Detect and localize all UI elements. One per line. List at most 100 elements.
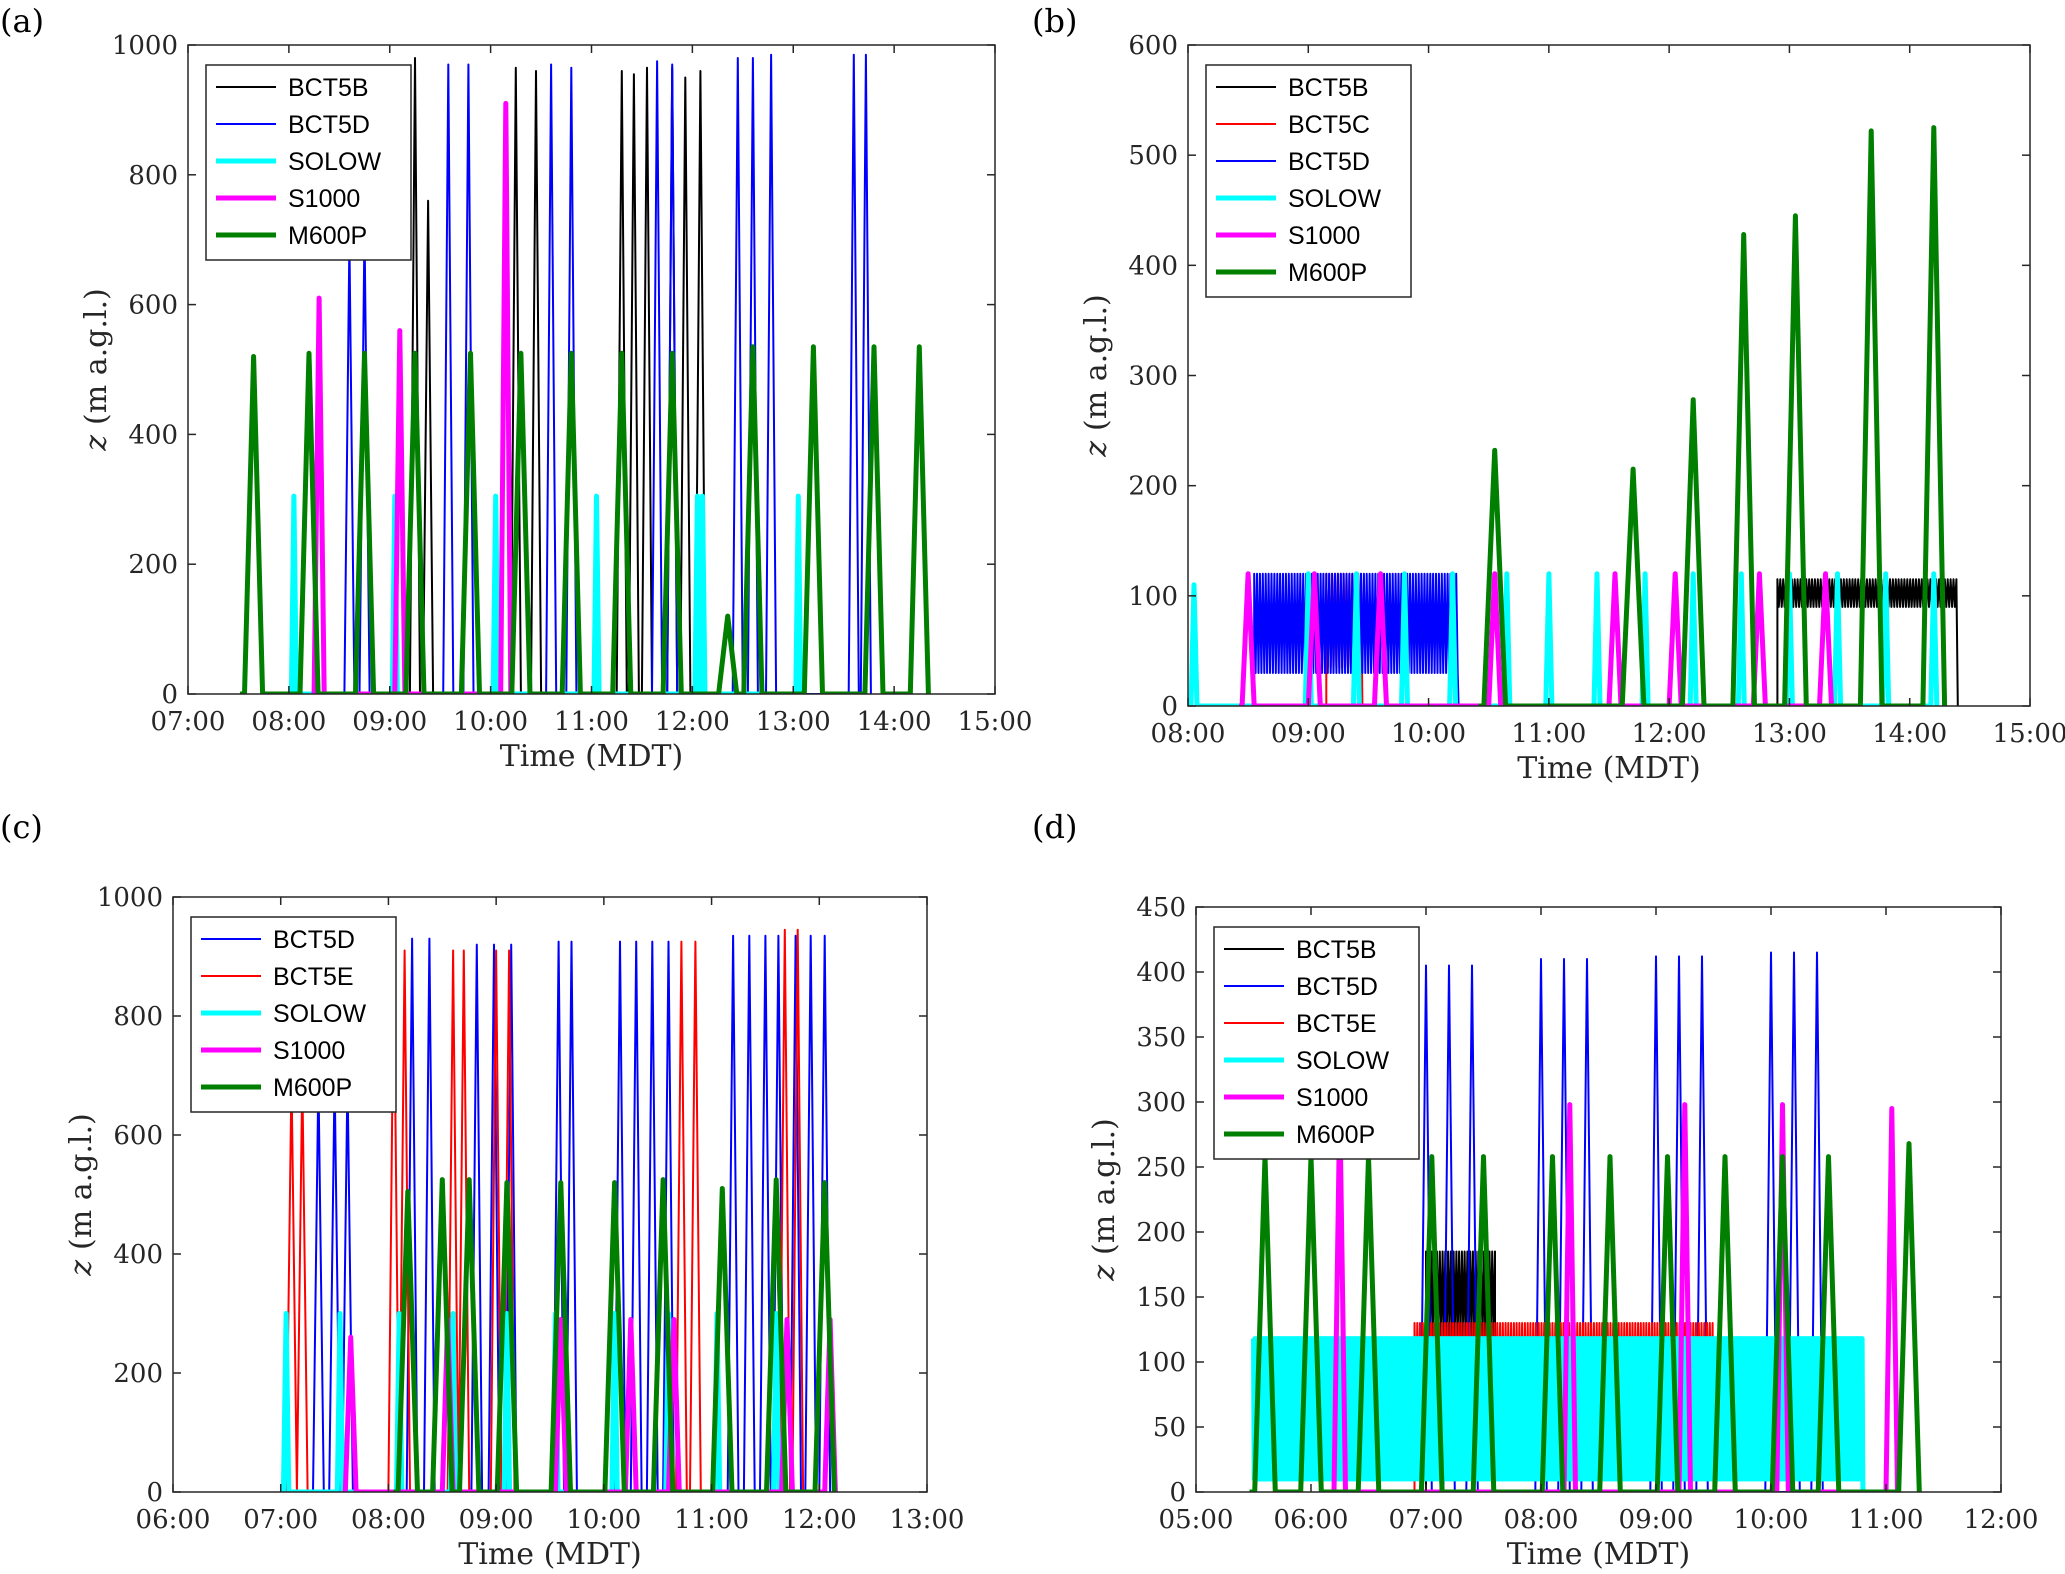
y-axis-var: z	[64, 1260, 99, 1277]
y-tick-label: 400	[113, 1240, 163, 1270]
y-tick-label: 350	[1136, 1023, 1186, 1053]
x-tick-label: 09:00	[1271, 719, 1346, 749]
legend-label: M600P	[1296, 1121, 1375, 1149]
x-tick-label: 06:00	[1274, 1505, 1349, 1535]
legend-label: BCT5D	[288, 111, 370, 139]
x-tick-label: 06:00	[136, 1505, 211, 1535]
y-tick-label: 1000	[112, 31, 178, 61]
legend-box	[1213, 926, 1420, 1160]
y-tick-label: 600	[128, 291, 178, 321]
series-line-m600p	[240, 344, 931, 694]
panel-d: (d) 05:00 06:00 07:00 08:00 09:00 10:00 11:00 12…	[1032, 808, 2038, 1572]
series-group	[240, 53, 931, 694]
x-tick-label: 09:00	[459, 1505, 534, 1535]
y-tick-label: 1000	[97, 883, 163, 913]
panel-letter: (d)	[1032, 808, 1077, 846]
y-axis-var: z	[1079, 441, 1114, 458]
y-tick-label: 200	[1136, 1218, 1186, 1248]
y-axis-var: z	[79, 435, 114, 452]
x-tick-label: 08:00	[1151, 719, 1226, 749]
series-group	[280, 928, 838, 1492]
y-axis-unit: (m a.g.l.)	[1087, 1118, 1122, 1255]
axes-box	[1195, 906, 2002, 1493]
y-tick-label: 400	[1136, 958, 1186, 988]
panel-letter: (b)	[1032, 2, 1077, 40]
y-tick-label: 0	[146, 1478, 163, 1508]
y-tick-label: 300	[1128, 362, 1178, 392]
y-tick-label: 150	[1136, 1283, 1186, 1313]
x-tick-label: 12:00	[1632, 719, 1707, 749]
y-axis-unit: (m a.g.l.)	[1079, 294, 1114, 431]
y-tick-label: 100	[1136, 1348, 1186, 1378]
legend-label: M600P	[273, 1074, 352, 1102]
series-group	[1188, 125, 1959, 706]
x-tick-label: 10:00	[1734, 1505, 1809, 1535]
y-tick-label: 200	[128, 550, 178, 580]
series-line-m600p	[1478, 125, 1948, 706]
y-tick-label: 50	[1153, 1413, 1186, 1443]
legend-label: BCT5D	[1288, 148, 1370, 176]
x-axis-label: Time (MDT)	[500, 739, 684, 774]
x-tick-label: 09:00	[1619, 1505, 1694, 1535]
series-line-m600p	[393, 1177, 837, 1492]
legend-label: S1000	[273, 1037, 345, 1065]
x-tick-label: 14:00	[1872, 719, 1947, 749]
x-tick-label: 11:00	[554, 707, 629, 737]
x-tick-label: 15:00	[958, 707, 1033, 737]
legend-label: S1000	[1288, 222, 1360, 250]
series-line-solow	[280, 1311, 782, 1492]
legend-label: BCT5D	[1296, 973, 1378, 1001]
legend-label: SOLOW	[1288, 185, 1381, 213]
series-line-s1000	[1239, 571, 1834, 706]
y-tick-label: 200	[1128, 472, 1178, 502]
x-tick-label: 07:00	[243, 1505, 318, 1535]
y-axis-label: z (m a.g.l.)	[1079, 294, 1114, 458]
panel-c: (c) 06:00 07:00 08:00 09:00 10:00 11:00 12:00 13…	[0, 808, 964, 1572]
legend-label: S1000	[1296, 1084, 1368, 1112]
y-tick-label: 500	[1128, 141, 1178, 171]
legend-label: BCT5B	[288, 74, 369, 102]
x-tick-label: 10:00	[566, 1505, 641, 1535]
y-axis-label: z (m a.g.l.)	[79, 288, 114, 452]
y-axis-label: z (m a.g.l.)	[64, 1113, 99, 1277]
series-line-solow	[1188, 571, 1940, 706]
panel-letter: (a)	[0, 2, 44, 40]
y-axis-var: z	[1087, 1265, 1122, 1282]
legend-label: BCT5C	[1288, 111, 1370, 139]
axes-box	[172, 896, 928, 1493]
x-tick-label: 09:00	[352, 707, 427, 737]
y-tick-label: 400	[128, 420, 178, 450]
x-tick-label: 07:00	[1389, 1505, 1464, 1535]
x-tick-label: 08:00	[351, 1505, 426, 1535]
y-tick-label: 0	[1161, 692, 1178, 722]
series-line-bct5d	[341, 53, 872, 694]
series-group	[1249, 951, 1922, 1492]
legend-box	[1205, 64, 1412, 298]
series-line-s1000	[342, 1317, 838, 1492]
series-line-s1000	[311, 100, 514, 694]
y-tick-label: 800	[113, 1002, 163, 1032]
legend-label: M600P	[1288, 259, 1367, 287]
x-tick-label: 08:00	[251, 707, 326, 737]
x-tick-label: 13:00	[890, 1505, 965, 1535]
x-tick-label: 12:00	[782, 1505, 857, 1535]
x-tick-label: 12:00	[655, 707, 730, 737]
y-tick-label: 600	[113, 1121, 163, 1151]
x-tick-label: 10:00	[1391, 719, 1466, 749]
legend-label: M600P	[288, 222, 367, 250]
x-tick-label: 08:00	[1504, 1505, 1579, 1535]
x-tick-label: 12:00	[1964, 1505, 2039, 1535]
panel-letter: (c)	[0, 808, 43, 846]
y-tick-label: 400	[1128, 251, 1178, 281]
x-axis-label: Time (MDT)	[1517, 751, 1701, 786]
legend-label: BCT5E	[1296, 1010, 1377, 1038]
y-tick-label: 0	[161, 680, 178, 710]
series-line-s1000	[1331, 1102, 1900, 1492]
panel-b: (b) 08:00 09:00 10:00 11:00 12:00 13:00 14:00 15…	[1032, 2, 2065, 786]
legend: BCT5B BCT5D BCT5E SOLOW S1000 M600P	[1213, 926, 1420, 1160]
legend-label: SOLOW	[288, 148, 381, 176]
legend: BCT5B BCT5C BCT5D SOLOW S1000 M600P	[1205, 64, 1412, 298]
legend-label: BCT5D	[273, 926, 355, 954]
x-tick-label: 13:00	[756, 707, 831, 737]
